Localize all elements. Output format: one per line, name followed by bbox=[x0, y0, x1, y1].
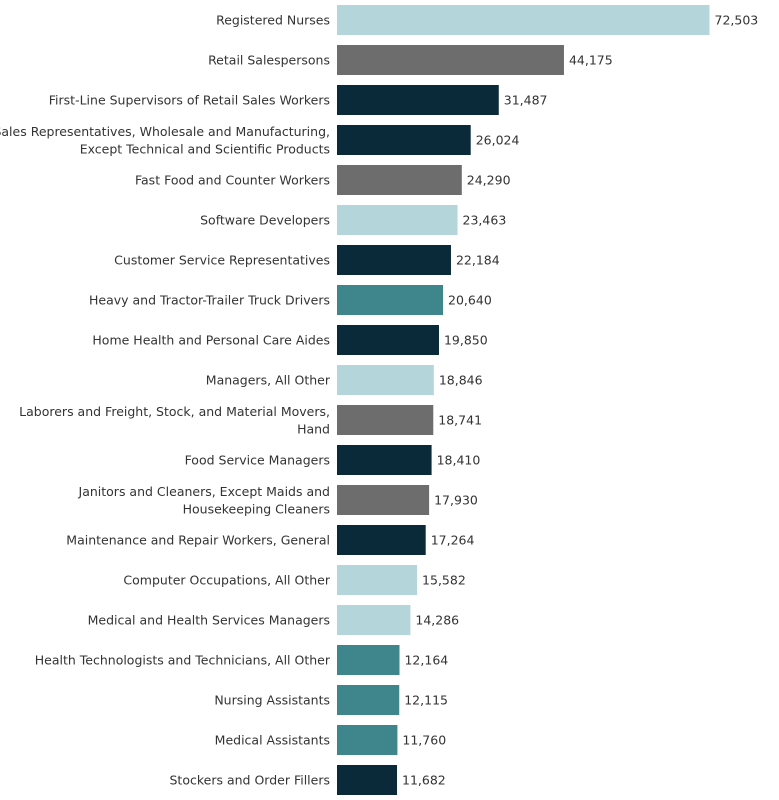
category-label-line: Retail Salespersons bbox=[208, 53, 330, 68]
category-label-line: Nursing Assistants bbox=[214, 693, 330, 708]
category-label-line: Software Developers bbox=[200, 213, 330, 228]
value-label: 19,850 bbox=[444, 333, 488, 348]
category-label-line: Computer Occupations, All Other bbox=[123, 573, 330, 588]
bar-18 bbox=[337, 685, 400, 715]
value-label: 18,846 bbox=[439, 373, 483, 388]
category-label: Software Developers bbox=[200, 213, 330, 228]
value-label: 26,024 bbox=[476, 133, 520, 148]
value-label: 20,640 bbox=[448, 293, 492, 308]
category-label-line: Medical Assistants bbox=[215, 733, 330, 748]
value-label: 12,115 bbox=[404, 693, 448, 708]
bar-3 bbox=[337, 85, 499, 115]
bar-6 bbox=[337, 205, 458, 235]
category-label-line: Food Service Managers bbox=[185, 453, 330, 468]
category-label: Stockers and Order Fillers bbox=[170, 773, 331, 788]
category-label: Customer Service Representatives bbox=[114, 253, 330, 268]
category-label: Heavy and Tractor-Trailer Truck Drivers bbox=[89, 293, 330, 308]
category-label: Medical Assistants bbox=[215, 733, 330, 748]
bar-17 bbox=[337, 645, 400, 675]
value-label: 44,175 bbox=[569, 53, 613, 68]
category-label: Janitors and Cleaners, Except Maids and H… bbox=[78, 484, 330, 517]
value-label: 18,741 bbox=[438, 413, 482, 428]
category-label-line: Except Technical and Scientific Products bbox=[80, 141, 330, 156]
bar-9 bbox=[337, 325, 439, 355]
category-label-line: Fast Food and Counter Workers bbox=[135, 173, 330, 188]
value-label: 14,286 bbox=[415, 613, 459, 628]
category-label-line: Hand bbox=[297, 421, 330, 436]
value-label: 18,410 bbox=[437, 453, 481, 468]
value-label: 15,582 bbox=[422, 573, 466, 588]
category-label-line: Managers, All Other bbox=[206, 373, 331, 388]
value-label: 11,760 bbox=[402, 733, 446, 748]
category-label-line: Laborers and Freight, Stock, and Materia… bbox=[19, 404, 330, 419]
bar-12 bbox=[337, 445, 432, 475]
bar-1 bbox=[337, 5, 710, 35]
value-label: 24,290 bbox=[467, 173, 511, 188]
category-label-line: Registered Nurses bbox=[216, 13, 330, 28]
category-label: First-Line Supervisors of Retail Sales W… bbox=[49, 93, 330, 108]
bar-5 bbox=[337, 165, 462, 195]
value-label: 17,930 bbox=[434, 493, 478, 508]
bar-8 bbox=[337, 285, 444, 315]
category-label-line: Medical and Health Services Managers bbox=[88, 613, 330, 628]
category-label: Health Technologists and Technicians, Al… bbox=[35, 653, 331, 668]
category-label-line: Health Technologists and Technicians, Al… bbox=[35, 653, 331, 668]
category-label: Sales Representatives, Wholesale and Man… bbox=[0, 124, 330, 157]
category-label-line: Home Health and Personal Care Aides bbox=[92, 333, 330, 348]
value-label: 72,503 bbox=[715, 13, 759, 28]
bar-13 bbox=[337, 485, 430, 515]
bar-16 bbox=[337, 605, 411, 635]
category-label-line: Maintenance and Repair Workers, General bbox=[66, 533, 330, 548]
bar-19 bbox=[337, 725, 398, 755]
category-label-line: Sales Representatives, Wholesale and Man… bbox=[0, 124, 330, 139]
bar-2 bbox=[337, 45, 564, 75]
category-label: Nursing Assistants bbox=[214, 693, 330, 708]
category-label-line: Heavy and Tractor-Trailer Truck Drivers bbox=[89, 293, 330, 308]
category-label: Medical and Health Services Managers bbox=[88, 613, 330, 628]
value-label: 23,463 bbox=[463, 213, 507, 228]
category-label: Maintenance and Repair Workers, General bbox=[66, 533, 330, 548]
category-label-line: Janitors and Cleaners, Except Maids and bbox=[78, 484, 330, 499]
category-label: Registered Nurses bbox=[216, 13, 330, 28]
bar-20 bbox=[337, 765, 398, 795]
value-label: 11,682 bbox=[402, 773, 446, 788]
category-label-line: First-Line Supervisors of Retail Sales W… bbox=[49, 93, 330, 108]
bar-15 bbox=[337, 565, 418, 595]
category-label-line: Housekeeping Cleaners bbox=[183, 501, 330, 516]
category-label: Fast Food and Counter Workers bbox=[135, 173, 330, 188]
bar-10 bbox=[337, 365, 434, 395]
category-label: Retail Salespersons bbox=[208, 53, 330, 68]
value-label: 31,487 bbox=[504, 93, 548, 108]
category-label: Managers, All Other bbox=[206, 373, 331, 388]
bar-4 bbox=[337, 125, 471, 155]
category-label: Computer Occupations, All Other bbox=[123, 573, 330, 588]
value-label: 22,184 bbox=[456, 253, 500, 268]
category-label: Food Service Managers bbox=[185, 453, 330, 468]
bar-14 bbox=[337, 525, 426, 555]
category-label: Home Health and Personal Care Aides bbox=[92, 333, 330, 348]
category-label-line: Stockers and Order Fillers bbox=[170, 773, 331, 788]
category-label-line: Customer Service Representatives bbox=[114, 253, 330, 268]
bar-7 bbox=[337, 245, 451, 275]
value-label: 17,264 bbox=[431, 533, 475, 548]
bar-11 bbox=[337, 405, 434, 435]
value-label: 12,164 bbox=[404, 653, 448, 668]
category-label: Laborers and Freight, Stock, and Materia… bbox=[19, 404, 330, 437]
